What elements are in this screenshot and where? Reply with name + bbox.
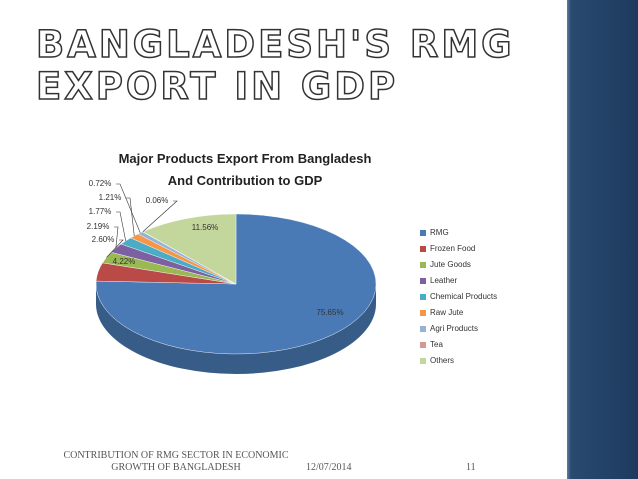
data-label: 1.21% [99, 193, 122, 202]
legend-label: Jute Goods [430, 260, 471, 269]
legend-label: Agri Products [430, 324, 478, 333]
chart-title-box: Major Products Export From Bangladesh An… [118, 151, 372, 188]
legend-swatch [420, 342, 426, 348]
page-number: 11 [466, 462, 476, 473]
chart-title: Major Products Export From Bangladesh An… [118, 151, 372, 188]
legend-swatch [420, 358, 426, 364]
slide-title: BANGLADESH'S RMG EXPORT IN GDP [35, 23, 515, 109]
data-label: 75.65% [316, 308, 343, 317]
data-label: 0.06% [146, 196, 169, 205]
legend-swatch [420, 262, 426, 268]
data-label: 0.72% [89, 179, 112, 188]
legend-label: Raw Jute [430, 308, 464, 317]
data-label: 1.77% [89, 207, 112, 216]
legend-swatch [420, 246, 426, 252]
legend-label: Others [430, 356, 454, 365]
pie-side [96, 284, 376, 374]
leader-line [116, 211, 127, 241]
leader-line [116, 183, 141, 234]
data-label: 11.56% [192, 223, 219, 232]
pie-slice [142, 213, 237, 285]
footer-text: CONTRIBUTION OF RMG SECTOR IN ECONOMIC G… [63, 450, 289, 473]
legend-swatch [420, 278, 426, 284]
pie-slice [95, 213, 377, 355]
legend-label: Frozen Food [430, 244, 475, 253]
legend-swatch [420, 294, 426, 300]
legend-swatch [420, 310, 426, 316]
legend-swatch [420, 230, 426, 236]
legend-label: Leather [430, 276, 457, 285]
legend-label: Chemical Products [430, 292, 497, 301]
leader-line [142, 200, 178, 232]
leader-line [126, 197, 135, 236]
side-band [567, 0, 638, 479]
footer-date: 12/07/2014 [306, 462, 352, 473]
legend-swatch [420, 326, 426, 332]
data-label: 2.60% [92, 235, 115, 244]
legend-label: Tea [430, 340, 443, 349]
leader-line [114, 226, 119, 249]
leader-line [106, 239, 124, 258]
chart: Major Products Export From Bangladesh An… [87, 151, 497, 374]
data-label: 2.19% [87, 222, 110, 231]
legend-label: RMG [430, 228, 449, 237]
data-label: 4.22% [113, 257, 136, 266]
